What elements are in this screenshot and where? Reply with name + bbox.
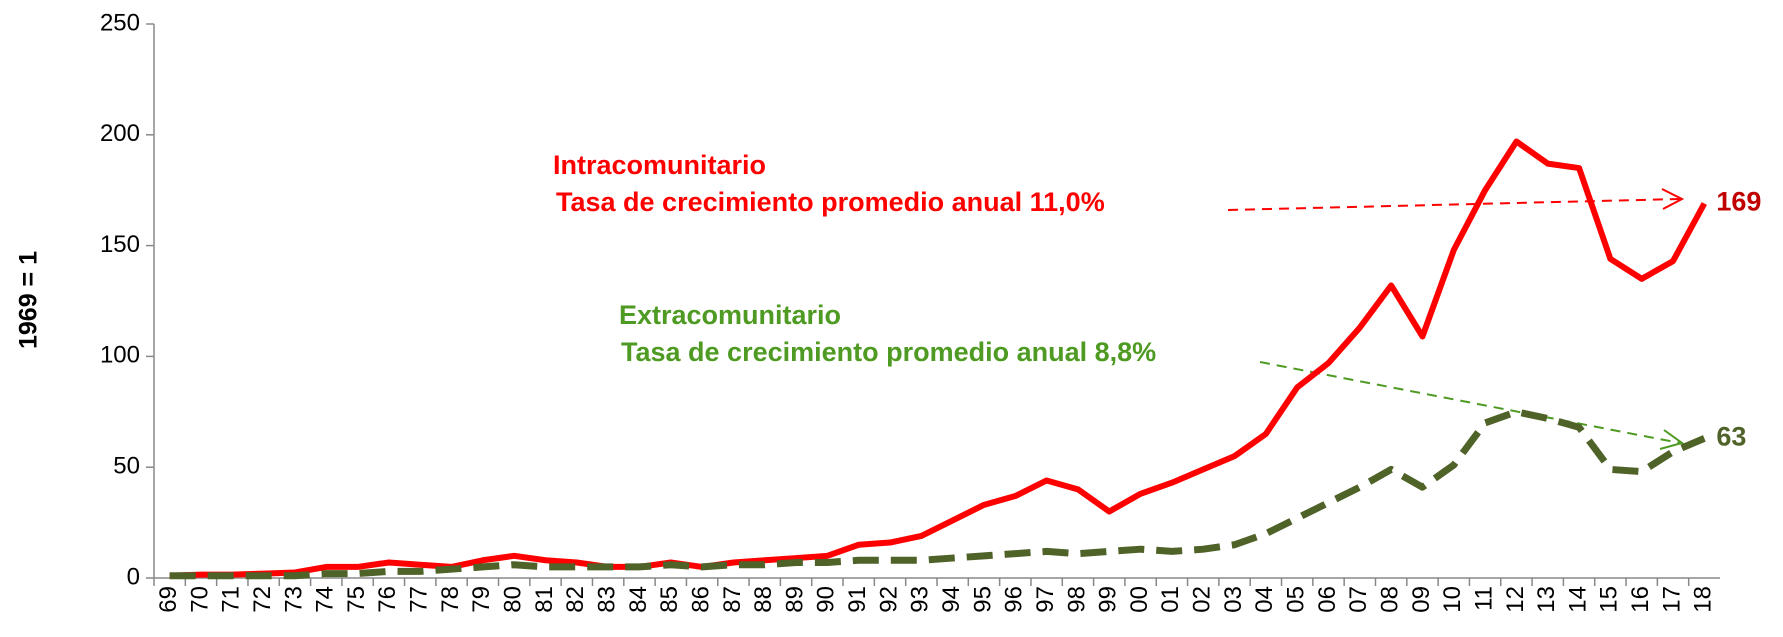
x-tick-label: 85 [656,586,683,613]
x-tick-label: 71 [218,586,245,613]
x-tick-label: 92 [875,586,902,613]
x-tick-label: 96 [1001,586,1028,613]
x-tick-label: 10 [1439,586,1466,613]
end-label: 63 [1716,422,1746,452]
x-tick-label: 99 [1095,586,1122,613]
x-tick-label: 78 [437,586,464,613]
x-tick-label: 11 [1470,586,1497,611]
y-tick-label: 250 [100,9,140,36]
x-tick-label: 04 [1251,586,1278,613]
arrow-head [1659,429,1685,450]
x-tick-label: 16 [1627,586,1654,613]
x-tick-label: 03 [1220,586,1247,613]
x-tick-label: 76 [374,586,401,613]
x-tick-label: 18 [1690,586,1717,613]
x-tick-label: 07 [1345,586,1372,613]
x-tick-label: 81 [531,586,558,613]
x-tick-label: 69 [155,586,182,613]
x-tick-label: 01 [1157,586,1184,613]
y-axis-label: 1969 = 1 [15,251,43,349]
x-tick-label: 09 [1408,586,1435,613]
x-tick-label: 73 [280,586,307,613]
annotation: Tasa de crecimiento promedio anual 8,8% [621,337,1156,367]
x-tick-label: 84 [625,586,652,613]
x-tick-label: 14 [1564,586,1591,613]
arrow [1227,198,1681,211]
x-tick-label: 95 [969,586,996,613]
x-tick-label: 90 [813,586,840,613]
end-label: 169 [1716,187,1761,217]
x-tick-label: 98 [1063,586,1090,613]
y-tick-label: 150 [100,231,140,258]
x-tick-label: 02 [1189,586,1216,613]
annotation: Tasa de crecimiento promedio anual 11,0% [556,187,1105,217]
annotation-title: Extracomunitario [619,300,841,330]
x-tick-label: 97 [1032,586,1059,613]
x-tick-label: 80 [500,586,527,613]
x-tick-label: 87 [719,586,746,613]
x-tick-label: 86 [687,586,714,613]
x-tick-label: 00 [1126,586,1153,613]
x-tick-label: 15 [1596,586,1623,613]
x-tick-label: 75 [343,586,370,613]
x-tick-label: 72 [249,586,276,613]
x-tick-label: 91 [844,586,871,613]
x-tick-label: 93 [907,586,934,613]
x-tick-label: 13 [1533,586,1560,613]
x-tick-label: 77 [406,586,433,613]
x-tick-label: 05 [1283,586,1310,613]
y-tick-label: 200 [100,120,140,147]
x-tick-label: 70 [186,586,213,613]
x-tick-label: 94 [938,586,965,613]
x-tick-label: 89 [781,586,808,613]
series-line [169,408,1706,580]
x-tick-label: 88 [750,586,777,613]
y-tick-label: 0 [127,563,140,590]
y-tick-label: 50 [113,453,140,480]
x-tick-label: 06 [1314,586,1341,613]
x-tick-label: 17 [1658,586,1685,613]
x-tick-label: 83 [593,586,620,613]
x-tick-label: 12 [1502,586,1529,613]
x-tick-label: 74 [312,586,339,613]
annotation-title: Intracomunitario [553,150,766,180]
series-line [169,138,1707,579]
arrow [1259,361,1681,444]
x-tick-label: 82 [562,586,589,613]
x-tick-label: 79 [468,586,495,613]
y-tick-label: 100 [100,342,140,369]
x-tick-label: 08 [1376,586,1403,613]
arrow-head [1661,188,1685,210]
